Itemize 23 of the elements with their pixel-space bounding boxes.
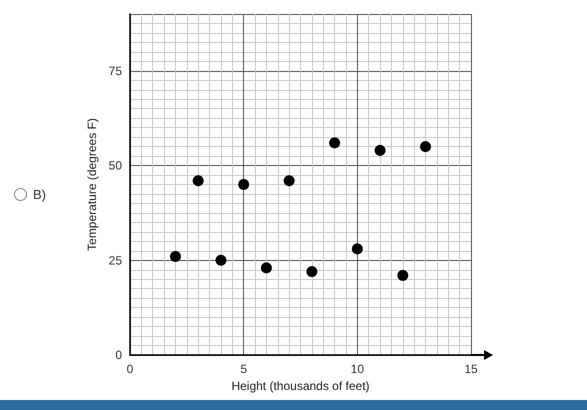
point xyxy=(420,141,432,152)
point xyxy=(260,262,272,274)
point xyxy=(306,266,318,278)
x-tick-label: 15 xyxy=(464,362,478,376)
x-tick-label: 5 xyxy=(240,362,248,376)
point xyxy=(284,175,295,186)
y-tick-label: 75 xyxy=(108,64,122,78)
point xyxy=(397,270,408,281)
y-tick-label: 50 xyxy=(108,158,122,173)
point xyxy=(215,254,226,266)
point xyxy=(238,179,250,190)
x-tick-label: 10 xyxy=(350,362,364,376)
point xyxy=(170,250,181,262)
text: B) xyxy=(33,187,46,202)
point xyxy=(329,137,340,148)
y-axis-title: Temperature (degrees F) xyxy=(84,118,99,251)
x-axis-title: Height (thousands of feet) xyxy=(231,378,370,393)
point xyxy=(352,243,363,254)
point xyxy=(192,175,204,186)
point xyxy=(374,144,386,156)
x-tick-label: 0 xyxy=(126,362,134,376)
y-tick-label: 0 xyxy=(115,348,122,362)
y-tick-label: 25 xyxy=(108,253,122,268)
